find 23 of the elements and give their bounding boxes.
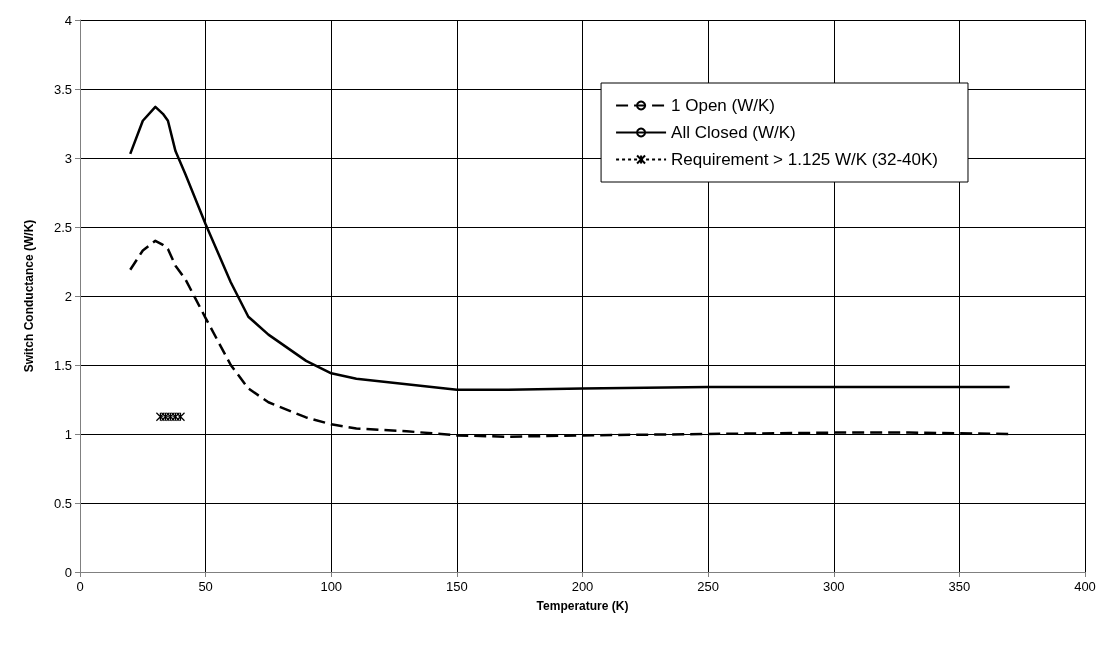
y-tick-label: 1	[64, 426, 72, 442]
y-tick-label: 0.5	[53, 495, 72, 511]
x-tick-label: 50	[198, 579, 213, 594]
x-tick-label: 400	[1074, 579, 1096, 594]
y-tick-label: 3.5	[53, 81, 72, 97]
y-tick-label: 2	[64, 288, 72, 304]
x-tick-label: 300	[822, 579, 845, 594]
y-tick-label: 3	[64, 150, 72, 166]
x-axis-title: Temperature (K)	[536, 599, 629, 613]
x-tick-label: 150	[446, 579, 468, 594]
x-tick-label: 0	[76, 579, 84, 594]
y-tick-label: 2.5	[53, 219, 72, 235]
y-axis-title: Switch Conductance (W/K)	[22, 219, 36, 373]
x-tick-label: 100	[320, 579, 343, 594]
x-tick-label: 200	[571, 579, 594, 594]
legend-label: All Closed (W/K)	[671, 123, 796, 142]
x-tick-label: 350	[948, 579, 971, 594]
legend-label: 1 Open (W/K)	[671, 96, 775, 115]
y-tick-label: 0	[64, 564, 72, 580]
y-tick-label: 4	[64, 12, 72, 28]
y-tick-label: 1.5	[53, 357, 72, 373]
x-tick-label: 250	[697, 579, 719, 594]
legend-label: Requirement > 1.125 W/K (32-40K)	[671, 150, 938, 169]
